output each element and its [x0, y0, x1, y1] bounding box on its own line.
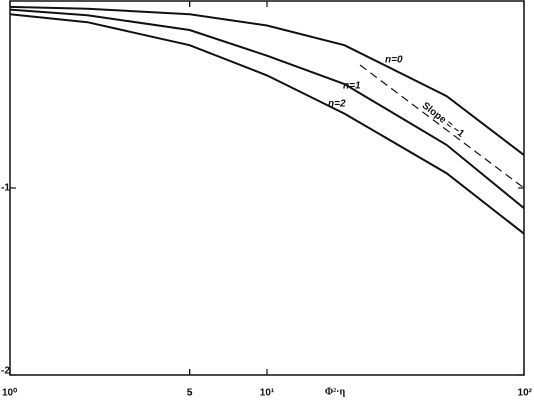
curve	[9, 13, 525, 235]
x-tick-label: 10²	[518, 388, 533, 399]
curve-label: n=1	[343, 81, 361, 92]
reference-line	[359, 64, 525, 189]
y-tick-label: -2	[1, 366, 10, 377]
x-tick-label: 10⁰	[2, 388, 17, 399]
x-axis-label: Φ²·η	[325, 386, 346, 397]
curve-label: n=2	[328, 99, 346, 110]
x-tick-label: 10¹	[260, 388, 275, 399]
curve-label: n=0	[385, 55, 403, 66]
y-tick-label: -1	[1, 183, 10, 194]
x-tick-label: 5	[187, 388, 193, 399]
plot-frame	[9, 0, 525, 376]
x-tick-label: 5	[187, 388, 193, 399]
curve	[9, 5, 525, 156]
curve	[9, 8, 525, 209]
